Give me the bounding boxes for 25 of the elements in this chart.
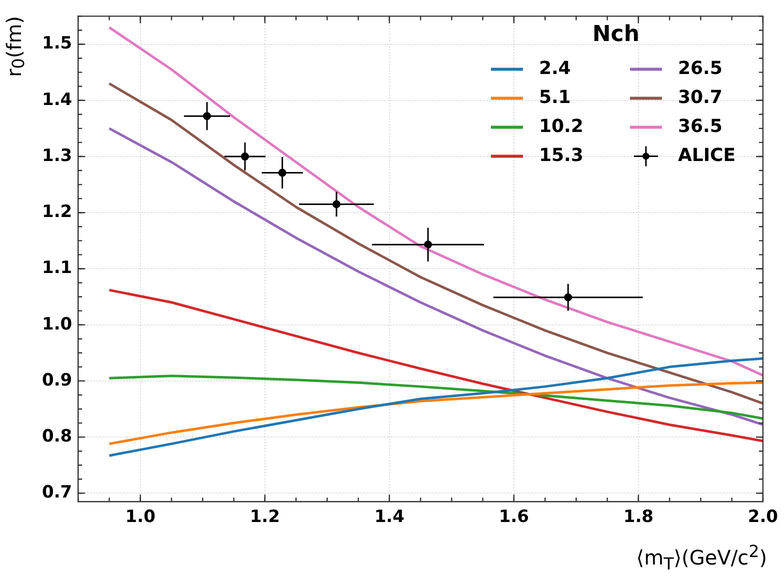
legend-label: 36.5 bbox=[678, 116, 722, 137]
y-tick-label: 0.7 bbox=[42, 482, 72, 503]
x-tick-label: 1.2 bbox=[250, 507, 280, 528]
y-tick-label: 1.0 bbox=[42, 314, 72, 334]
legend-label: ALICE bbox=[678, 144, 736, 166]
y-tick-label: 1.5 bbox=[42, 34, 72, 54]
x-axis-title: ⟨m$_{T}$⟩(GeV/c$^{2}$) bbox=[636, 542, 767, 574]
legend-label: 26.5 bbox=[678, 58, 722, 79]
x-tick-label: 1.6 bbox=[498, 507, 529, 528]
x-tick-label: 2.0 bbox=[748, 507, 778, 528]
legend-title: Nch bbox=[592, 22, 640, 47]
legend-label: 2.4 bbox=[538, 58, 571, 79]
x-tick-label: 1.0 bbox=[125, 507, 156, 528]
y-tick-label: 1.3 bbox=[42, 146, 72, 166]
legend-label: 10.2 bbox=[538, 116, 584, 137]
x-tick-label: 1.4 bbox=[374, 507, 405, 528]
legend-label: 15.3 bbox=[538, 144, 584, 166]
y-tick-label: 1.2 bbox=[42, 202, 72, 222]
legend-label: 5.1 bbox=[538, 86, 571, 108]
y-tick-label: 0.8 bbox=[42, 426, 72, 446]
y-tick-label: 1.1 bbox=[42, 258, 72, 278]
y-tick-label: 1.4 bbox=[42, 90, 72, 110]
legend-label: 30.7 bbox=[678, 86, 722, 108]
x-tick-label: 1.8 bbox=[623, 507, 654, 528]
y-tick-label: 0.9 bbox=[42, 370, 72, 390]
